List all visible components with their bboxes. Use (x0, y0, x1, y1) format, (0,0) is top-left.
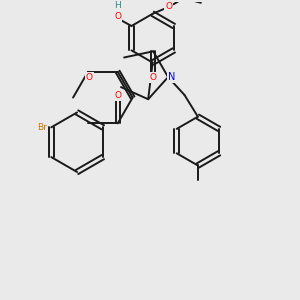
Text: O: O (114, 12, 121, 21)
Text: O: O (165, 2, 172, 11)
Text: N: N (168, 72, 176, 82)
Text: O: O (150, 73, 157, 82)
Text: O: O (86, 73, 93, 82)
Text: Br: Br (37, 123, 47, 132)
Text: H: H (114, 1, 121, 10)
Text: O: O (114, 91, 121, 100)
